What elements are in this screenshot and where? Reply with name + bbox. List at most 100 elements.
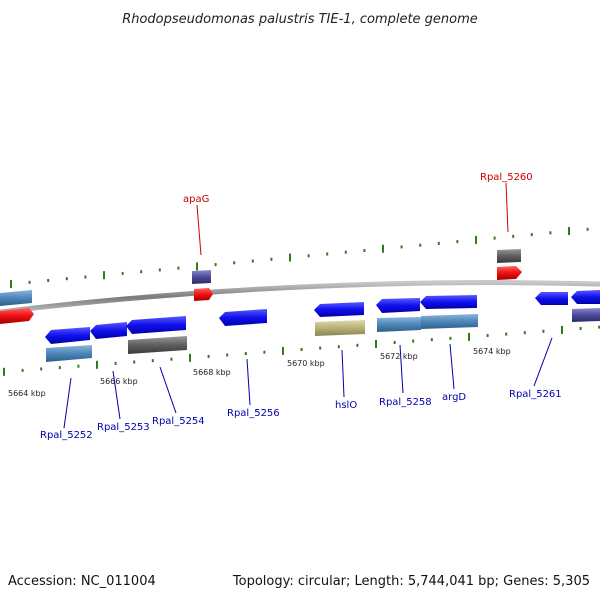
leader-line-rpal5252 [63,377,72,429]
lower-tick [319,346,322,350]
upper-tick [307,254,310,258]
upper-gene-labels: apaG Rpal_5260 [183,172,533,205]
leader-line-hslO [341,349,345,398]
upper-tick [530,233,533,237]
upper-major-tick [196,262,198,271]
leader-line-rpal5256 [246,358,251,406]
upper-tick [493,236,496,240]
gene-label-rpal5258: Rpal_5258 [379,397,432,408]
gene-rpal5256-blue [219,309,267,326]
lower-tick [300,348,303,351]
upper-tick [121,271,124,275]
gene-edge-blue [571,290,600,304]
upper-tick-track [10,227,589,289]
upper-tick [419,243,422,247]
upper-major-tick [475,235,477,244]
upper-tick [158,268,161,272]
lower-tick [226,353,229,357]
lower-tick [114,361,117,365]
upper-tick [400,245,403,249]
gene-label-rpal5253: Rpal_5253 [97,422,150,433]
gene-label-argD: argD [442,392,466,403]
lower-tick [542,329,545,333]
scale-label: 5670 kbp [287,359,325,368]
gene-label-rpal5254: Rpal_5254 [152,416,205,427]
topology-text: Topology: circular; Length: 5,744,041 bp… [232,574,590,589]
upper-tick [437,241,440,245]
leader-line-rpal5253 [112,370,121,420]
upper-tick [140,270,143,274]
gene-rpal5261-blue [535,292,568,305]
gene-forward-left-steelblue [0,290,32,306]
leader-line-rpal5261 [533,337,553,387]
lower-tick [523,331,526,335]
leader-line-apaG [196,204,202,256]
gene-rpal5258-steelblue [377,317,421,332]
gene-rpal5252-steelblue [46,345,92,362]
gene-rpal5258-blue [376,298,420,313]
leader-line-argD [449,343,455,390]
gene-rpal5254-gray [128,336,187,354]
scale-label: 5668 kbp [193,368,231,377]
lower-major-tick [375,339,377,348]
lower-tick [393,341,396,344]
lower-tick [337,345,340,349]
lower-tick-track [3,325,600,376]
gene-hslO-olive [315,320,365,336]
upper-tick [512,234,515,238]
gene-rpal5253-blue [90,322,127,339]
scale-label: 5672 kbp [380,352,418,361]
gene-apaG-red [194,288,213,301]
upper-tick [363,249,366,252]
upper-tick [214,263,217,267]
leader-lines [63,182,553,429]
lower-major-tick [3,367,5,376]
lower-tick [263,350,266,354]
lower-tick [21,368,24,372]
leader-line-rpal5260 [505,182,509,233]
upper-major-tick [382,244,384,253]
lower-tick [151,359,154,363]
gene-label-rpal5256: Rpal_5256 [227,408,280,419]
scale-label: 5664 kbp [8,389,46,398]
gene-rpal5260-gray [497,249,521,263]
upper-tick [233,261,236,265]
scale-label: 5674 kbp [473,347,511,356]
scale-labels: 5664 kbp 5666 kbp 5668 kbp 5670 kbp 5672… [8,347,511,398]
lower-major-tick [96,360,98,369]
lower-tick [505,332,508,336]
gene-argD-blue [420,295,477,309]
lower-tick [133,360,136,364]
upper-tick [251,259,254,263]
lower-tick [170,357,173,361]
lower-major-tick [561,325,563,334]
upper-major-tick [103,271,105,280]
lower-major-tick [468,332,470,341]
gene-hslO-blue [314,302,364,317]
upper-tick [177,266,180,270]
lower-tick [598,325,600,329]
lower-tick [486,334,489,337]
upper-tick [549,231,552,235]
upper-major-tick [568,227,570,235]
lower-tick [356,343,359,347]
upper-tick [326,252,329,256]
gene-argD-steelblue [421,314,478,329]
lower-tick [430,338,433,342]
genome-backbone [0,280,600,315]
gene-apaG-purple [192,270,211,284]
lower-tick [207,354,210,358]
lower-tick [449,336,452,340]
gene-label-hslO: hslO [335,400,357,411]
lower-tick [412,339,415,343]
reverse-strand-genes [45,290,600,362]
lower-tick [244,352,247,356]
upper-tick [65,277,68,281]
map-title: Rhodopseudomonas palustris TIE-1, comple… [122,12,478,27]
gene-label-apaG: apaG [183,194,209,205]
lower-major-tick [282,346,284,355]
accession-text: Accession: NC_011004 [8,574,156,589]
lower-tick [77,364,80,368]
leader-line-rpal5258 [399,344,404,394]
